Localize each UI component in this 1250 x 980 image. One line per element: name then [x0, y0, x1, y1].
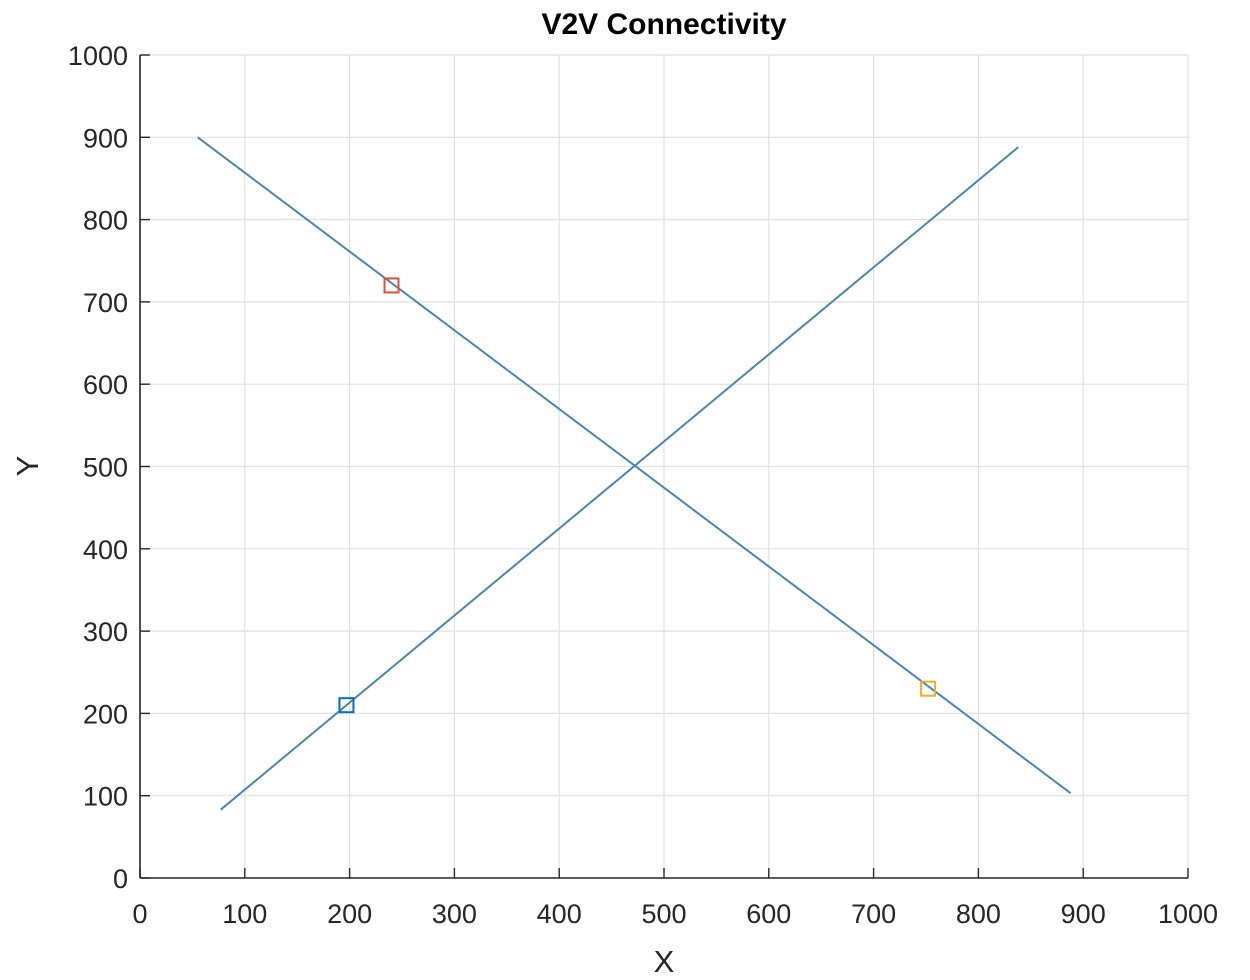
- y-tick-label: 500: [83, 453, 128, 483]
- y-tick-label: 1000: [68, 41, 128, 71]
- x-tick-label: 300: [432, 899, 477, 929]
- markers: [338, 277, 937, 714]
- y-tick-label: 800: [83, 206, 128, 236]
- x-tick-label: 500: [641, 899, 686, 929]
- y-tick-label: 400: [83, 535, 128, 565]
- x-tick-label: 200: [327, 899, 372, 929]
- vehicle-marker: [338, 697, 355, 714]
- y-axis-title: Y: [10, 456, 45, 477]
- y-tick-label: 600: [83, 370, 128, 400]
- chart-title: V2V Connectivity: [541, 8, 786, 41]
- grid: [139, 54, 1189, 879]
- y-tick-label: 700: [83, 288, 128, 318]
- x-tick-label: 400: [537, 899, 582, 929]
- x-tick-labels: 0 100 200 300 400 500 600 700 800 900 1000: [132, 899, 1218, 929]
- x-tick-label: 600: [746, 899, 791, 929]
- x-tick-label: 1000: [1158, 899, 1218, 929]
- y-tick-label: 0: [113, 864, 128, 894]
- y-tick-labels: 0 100 200 300 400 500 600 700 800 900 1000: [68, 41, 128, 894]
- x-tick-label: 700: [851, 899, 896, 929]
- axes: [139, 54, 1189, 879]
- x-tick-label: 800: [956, 899, 1001, 929]
- y-tick-label: 900: [83, 123, 128, 153]
- vehicle-marker: [383, 277, 400, 294]
- y-tick-label: 100: [83, 782, 128, 812]
- vehicle-marker: [920, 680, 937, 697]
- x-tick-label: 100: [222, 899, 267, 929]
- x-tick-label: 0: [132, 899, 147, 929]
- x-axis-title: X: [654, 944, 675, 979]
- y-tick-label: 300: [83, 617, 128, 647]
- x-tick-label: 900: [1061, 899, 1106, 929]
- y-tick-label: 200: [83, 699, 128, 729]
